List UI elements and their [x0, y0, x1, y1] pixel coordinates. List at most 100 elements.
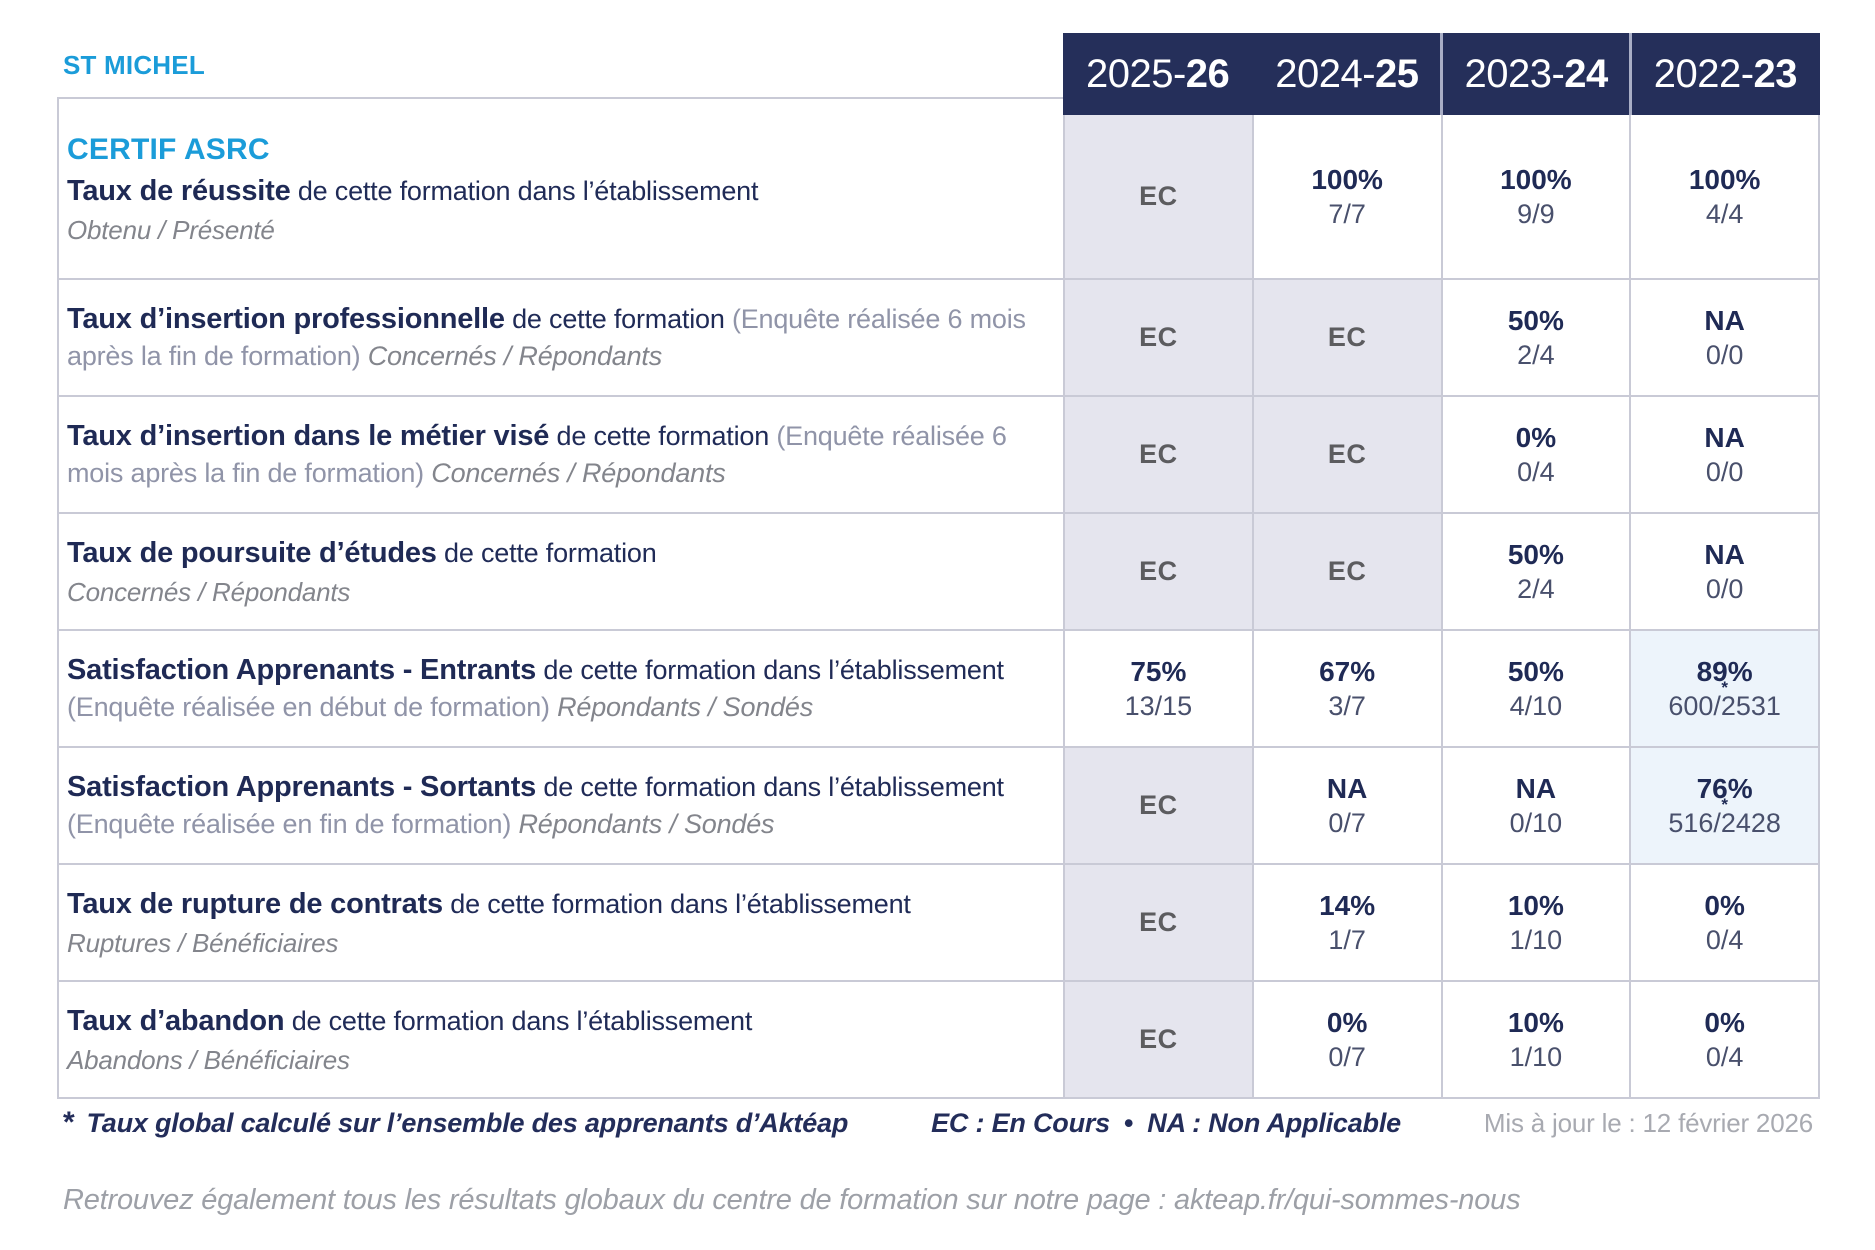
metric-paren: (Enquête réalisée en début de formation): [67, 691, 558, 722]
table-cell: 0% 0/4: [1631, 865, 1818, 980]
metric-subtitle: Concernés / Répondants: [431, 457, 726, 488]
table-cell: 50% 4/10: [1442, 631, 1630, 746]
bullet-separator: •: [1124, 1108, 1134, 1138]
row-label-insertion-metier-vise: Taux d’insertion dans le métier visé de …: [59, 397, 1063, 512]
year-suffix: 23: [1753, 51, 1798, 96]
table-cell: EC: [1065, 865, 1252, 980]
metric-subtitle: Répondants / Sondés: [557, 691, 814, 722]
table-cell: 10% 1/10: [1442, 865, 1630, 980]
table-cell: 89% * 600/2531: [1631, 631, 1818, 746]
table-cell: 14% 1/7: [1253, 865, 1441, 980]
metric-name: Taux d’insertion dans le métier visé: [67, 420, 550, 453]
table-cell: NA 0/7: [1253, 748, 1441, 863]
table-cell: EC: [1065, 982, 1252, 1097]
years-header: 2025- 26 2024- 25 2023- 24 2022- 23: [1063, 33, 1820, 115]
row-title-text: Satisfaction Apprenants - Sortants de ce…: [67, 769, 1037, 842]
metric-desc: de cette formation dans l’établissement: [290, 176, 759, 207]
table-cell: 50% 2/4: [1442, 280, 1630, 395]
year-suffix: 24: [1564, 51, 1608, 96]
table-cell: EC: [1065, 514, 1252, 629]
row-label-taux-de-reussite: CERTIF ASRC Taux de réussite de cette fo…: [59, 99, 1063, 278]
table-cell: 75% 13/15: [1065, 631, 1252, 746]
footnote-global-rate: * Taux global calculé sur l’ensemble des …: [63, 1106, 849, 1139]
year-prefix: 2024-: [1275, 51, 1376, 96]
metric-name: Taux de poursuite d’études: [67, 537, 437, 570]
row-label-insertion-professionnelle: Taux d’insertion professionnelle de cett…: [59, 280, 1063, 395]
metric-subtitle: Concernés / Répondants: [67, 576, 351, 607]
table-cell: 0% 0/4: [1442, 397, 1630, 512]
year-suffix: 25: [1375, 51, 1419, 96]
table-cell: 76% * 516/2428: [1631, 748, 1818, 863]
row-title-text: Taux de poursuite d’études de cette form…: [67, 535, 1037, 573]
legend-row: * Taux global calculé sur l’ensemble des …: [63, 1106, 1813, 1140]
year-prefix: 2022-: [1653, 51, 1754, 96]
metric-desc: de cette formation: [549, 421, 777, 452]
table-cell: 0% 0/7: [1253, 982, 1441, 1097]
table-cell: EC: [1065, 280, 1252, 395]
row-title-text: Taux d’abandon de cette formation dans l…: [67, 1003, 1037, 1041]
metric-paren: (Enquête réalisée 6 mois après la fin de…: [67, 304, 1026, 371]
table-cell: NA 0/10: [1442, 748, 1630, 863]
row-title-text: Satisfaction Apprenants - Entrants de ce…: [67, 652, 1037, 725]
year-prefix: 2025-: [1085, 51, 1186, 96]
year-suffix: 26: [1185, 51, 1230, 96]
metric-desc: de cette formation dans l’établissement: [536, 772, 1004, 803]
table-cell: NA 0/0: [1631, 280, 1818, 395]
metric-name: Satisfaction Apprenants - Entrants: [67, 654, 537, 687]
row-label-rupture-contrats: Taux de rupture de contrats de cette for…: [59, 865, 1063, 980]
row-label-abandon: Taux d’abandon de cette formation dans l…: [59, 982, 1063, 1097]
metric-name: Satisfaction Apprenants - Sortants: [67, 771, 537, 804]
legend-na: NA : Non Applicable: [1147, 1108, 1401, 1138]
table-cell: NA 0/0: [1631, 397, 1818, 512]
year-column-2025-26: 2025- 26: [1063, 33, 1252, 115]
table-cell: 10% 1/10: [1442, 982, 1630, 1097]
asterisk: *: [63, 1106, 75, 1139]
legend-ec: EC : En Cours: [931, 1108, 1110, 1138]
row-label-poursuite-etudes: Taux de poursuite d’études de cette form…: [59, 514, 1063, 629]
metric-desc: de cette formation dans l’établissement: [284, 1006, 753, 1037]
metric-name: Taux de réussite: [67, 175, 291, 208]
metric-desc: de cette formation: [504, 304, 732, 335]
metric-subtitle: Abandons / Bénéficiaires: [67, 1044, 350, 1075]
results-table: CERTIF ASRC Taux de réussite de cette fo…: [57, 97, 1820, 1099]
header-divider: [1440, 33, 1443, 115]
row-title-text: Taux de réussite de cette formation dans…: [67, 173, 1037, 211]
year-column-2022-23: 2022- 23: [1631, 33, 1820, 115]
table-cell: 0% 0/4: [1631, 982, 1818, 1097]
metric-subtitle: Ruptures / Bénéficiaires: [67, 927, 339, 958]
metric-subtitle: Obtenu / Présenté: [67, 214, 275, 245]
footer-link-text: Retrouvez également tous les résultats g…: [63, 1184, 1521, 1216]
table-cell: NA 0/0: [1631, 514, 1818, 629]
metric-paren: (Enquête réalisée 6 mois après la fin de…: [67, 421, 1007, 488]
year-column-2024-25: 2024- 25: [1252, 33, 1441, 115]
table-cell: 100% 4/4: [1631, 99, 1818, 278]
row-title-text: Taux d’insertion professionnelle de cett…: [67, 301, 1037, 374]
table-cell: EC: [1253, 280, 1441, 395]
year-column-2023-24: 2023- 24: [1442, 33, 1631, 115]
header-divider: [1629, 33, 1632, 115]
row-title-text: Taux d’insertion dans le métier visé de …: [67, 418, 1037, 491]
table-cell: EC: [1253, 397, 1441, 512]
metric-subtitle: Concernés / Répondants: [367, 340, 663, 371]
table-cell: 100% 7/7: [1253, 99, 1441, 278]
metric-paren: (Enquête réalisée en fin de formation): [67, 808, 519, 839]
table-cell: EC: [1065, 748, 1252, 863]
table-cell: 50% 2/4: [1442, 514, 1630, 629]
metric-name: Taux de rupture de contrats: [67, 888, 443, 921]
last-updated: Mis à jour le : 12 février 2026: [1483, 1108, 1813, 1138]
metric-desc: de cette formation dans l’établissement: [442, 889, 911, 920]
metric-name: Taux d’abandon: [67, 1005, 285, 1038]
program-title: CERTIF ASRC: [67, 133, 270, 167]
table-cell: EC: [1253, 514, 1441, 629]
table-cell: EC: [1065, 397, 1252, 512]
establishment-name: ST MICHEL: [63, 50, 205, 80]
metric-desc: de cette formation dans l’établissement: [536, 655, 1004, 686]
row-label-satisfaction-entrants: Satisfaction Apprenants - Entrants de ce…: [59, 631, 1063, 746]
row-label-satisfaction-sortants: Satisfaction Apprenants - Sortants de ce…: [59, 748, 1063, 863]
row-title-text: Taux de rupture de contrats de cette for…: [67, 886, 1037, 924]
year-prefix: 2023-: [1464, 51, 1565, 96]
table-cell: 100% 9/9: [1442, 99, 1630, 278]
abbreviations-legend: EC : En Cours • NA : Non Applicable: [931, 1108, 1401, 1139]
metric-desc: de cette formation: [436, 538, 657, 569]
